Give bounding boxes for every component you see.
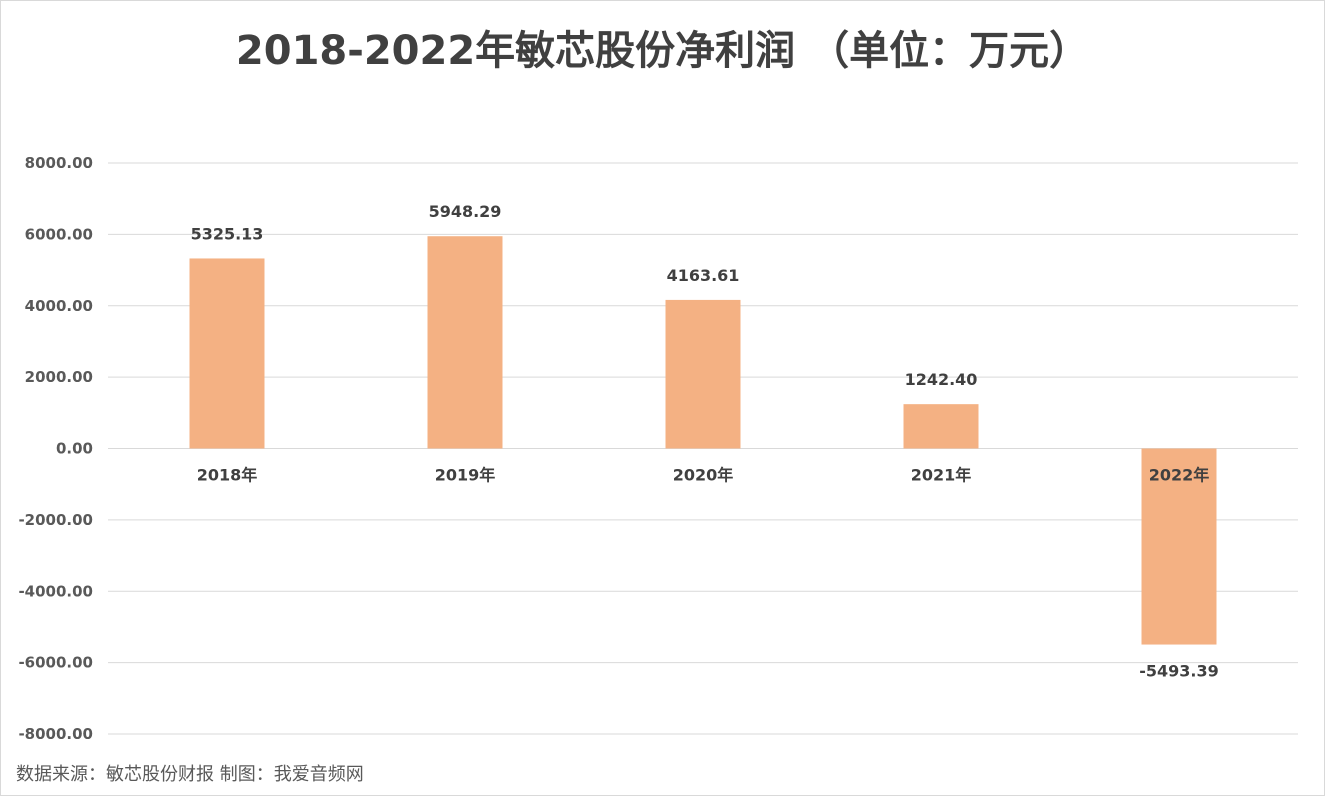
source-footnote: 数据来源：敏芯股份财报 制图：我爱音频网 <box>16 764 364 785</box>
bar <box>1141 448 1217 645</box>
y-tick-label: -6000.00 <box>18 654 93 672</box>
y-tick-label: 4000.00 <box>25 297 93 315</box>
bar <box>903 404 979 449</box>
x-category-label: 2018年 <box>197 466 258 485</box>
data-label: 5948.29 <box>429 202 502 221</box>
y-tick-label: 0.00 <box>56 440 93 458</box>
data-label: 1242.40 <box>905 370 978 389</box>
y-tick-label: 2000.00 <box>25 368 93 386</box>
x-category-label: 2022年 <box>1149 466 1210 485</box>
y-axis-ticks: 8000.00 6000.00 4000.00 2000.00 0.00 -2000.00… <box>18 154 93 743</box>
data-label: -5493.39 <box>1139 662 1219 681</box>
y-tick-label: -8000.00 <box>18 725 93 743</box>
x-axis-categories: 2018年 2019年 2020年 2021年 2022年 <box>197 466 1210 485</box>
x-category-label: 2019年 <box>435 466 496 485</box>
bar <box>189 258 265 449</box>
x-category-label: 2021年 <box>911 466 972 485</box>
y-tick-label: -4000.00 <box>18 582 93 600</box>
y-tick-label: 6000.00 <box>25 225 93 243</box>
chart-title: 2018-2022年敏芯股份净利润 （单位：万元） <box>235 28 1090 74</box>
y-tick-label: 8000.00 <box>25 154 93 172</box>
bar <box>665 299 741 449</box>
bars <box>189 236 1217 645</box>
data-label: 4163.61 <box>667 266 740 285</box>
data-label: 5325.13 <box>191 224 264 243</box>
bar <box>427 236 503 449</box>
x-category-label: 2020年 <box>673 466 734 485</box>
y-tick-label: -2000.00 <box>18 511 93 529</box>
data-labels: 5325.13 5948.29 4163.61 1242.40 -5493.39 <box>191 202 1219 680</box>
